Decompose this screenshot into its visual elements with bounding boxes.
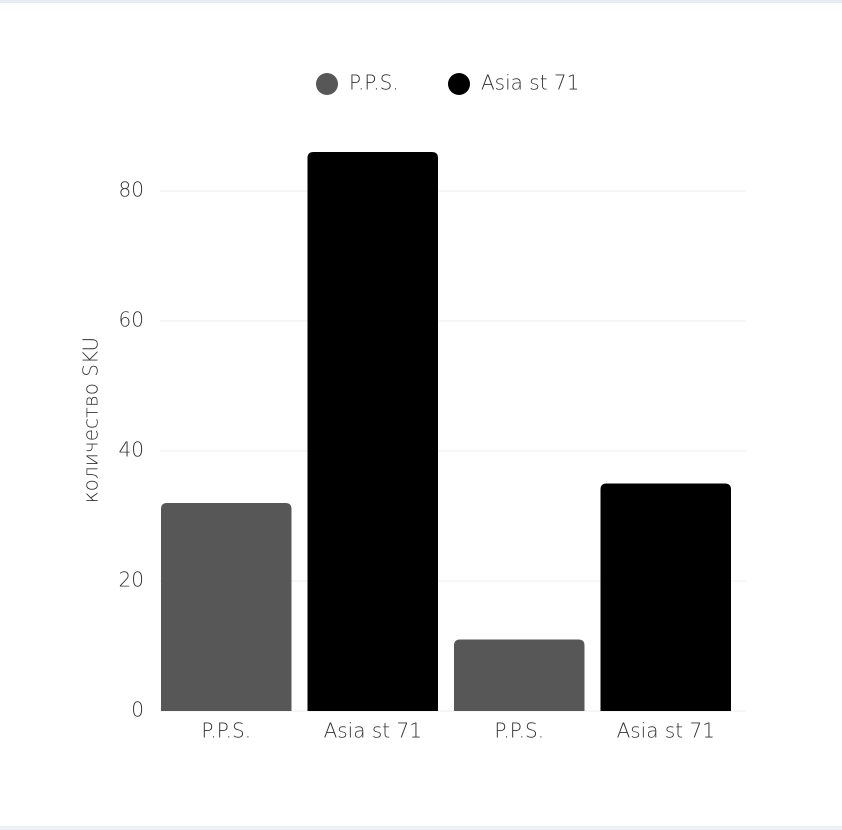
bottom-border — [0, 826, 842, 830]
top-border — [0, 0, 842, 3]
legend-label: P.P.S. — [349, 71, 399, 95]
x-tick-label: P.P.S. — [201, 719, 251, 743]
bar — [307, 152, 438, 711]
legend-marker — [316, 73, 338, 95]
bar — [600, 483, 731, 711]
y-tick-label: 0 — [131, 698, 144, 722]
bar — [161, 503, 292, 711]
y-tick-label: 80 — [119, 178, 144, 202]
y-tick-label: 20 — [119, 568, 144, 592]
y-axis-label: количество SKU — [79, 337, 103, 503]
x-tick-label: P.P.S. — [494, 719, 544, 743]
x-tick-label: Asia st 71 — [617, 719, 715, 743]
y-tick-label: 60 — [119, 308, 144, 332]
y-tick-label: 40 — [119, 438, 144, 462]
bar — [454, 639, 585, 711]
legend-marker — [448, 73, 470, 95]
x-tick-label: Asia st 71 — [324, 719, 422, 743]
legend-label: Asia st 71 — [481, 71, 579, 95]
